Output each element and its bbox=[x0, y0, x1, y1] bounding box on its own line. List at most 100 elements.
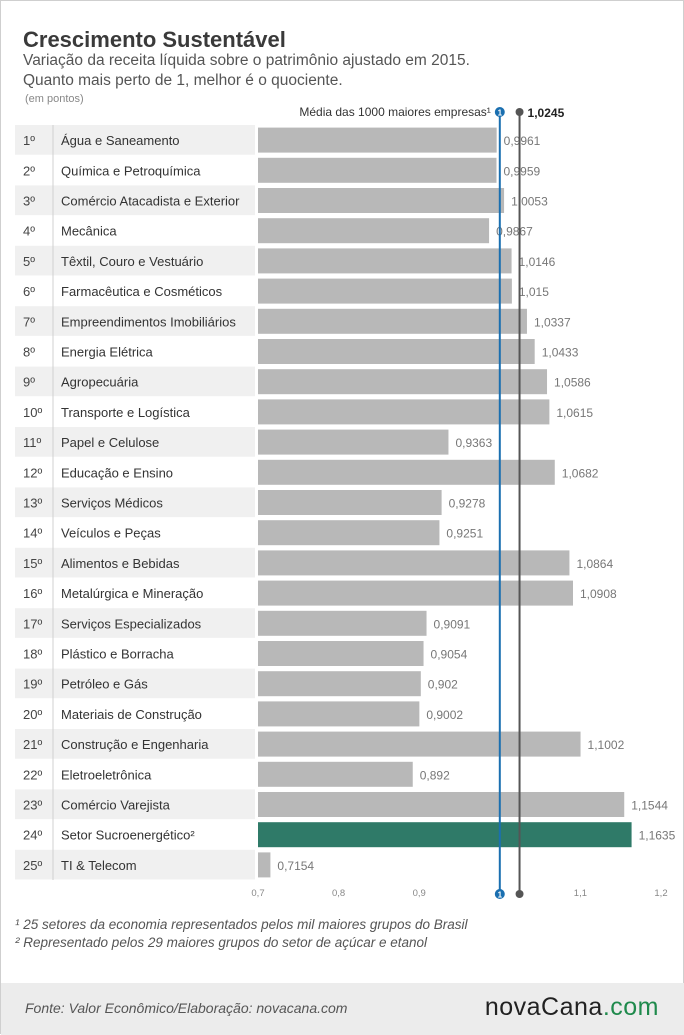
category-label: Educação e Ensino bbox=[61, 465, 173, 480]
row-stripe bbox=[15, 608, 255, 639]
value-label: 0,902 bbox=[428, 678, 458, 692]
x-tick-label: 0,7 bbox=[251, 888, 264, 899]
value-label: 1,0053 bbox=[511, 195, 548, 209]
category-label: Setor Sucroenergético² bbox=[61, 828, 195, 843]
category-label: Empreendimentos Imobiliários bbox=[61, 314, 236, 329]
rank-label: 13º bbox=[23, 496, 42, 511]
bar bbox=[258, 761, 413, 787]
rank-label: 22º bbox=[23, 767, 42, 782]
category-label: Comércio Varejista bbox=[61, 798, 171, 813]
category-label: Construção e Engenharia bbox=[61, 737, 209, 752]
bar bbox=[258, 610, 427, 636]
category-label: Serviços Especializados bbox=[61, 616, 202, 631]
bar bbox=[258, 248, 512, 274]
value-label: 0,9054 bbox=[431, 648, 468, 662]
value-label: 0,9278 bbox=[449, 497, 486, 511]
bar bbox=[258, 520, 440, 546]
x-tick-label: 1,2 bbox=[654, 888, 667, 899]
bar bbox=[258, 792, 625, 817]
bar bbox=[258, 731, 581, 757]
rank-label: 24º bbox=[23, 828, 42, 843]
value-label: 1,1544 bbox=[631, 799, 668, 813]
value-label: 1,0337 bbox=[534, 315, 571, 329]
category-label: Materiais de Construção bbox=[61, 707, 202, 722]
row-stripe bbox=[15, 849, 255, 880]
value-label: 1,0146 bbox=[519, 255, 556, 269]
row-stripe bbox=[15, 427, 255, 458]
reference-marker-top bbox=[515, 108, 524, 116]
value-label: 0,9251 bbox=[446, 527, 483, 541]
category-label: Farmacêutica e Cosméticos bbox=[61, 284, 223, 299]
bar bbox=[258, 459, 555, 485]
value-label: 1,015 bbox=[519, 285, 549, 299]
row-stripe bbox=[15, 306, 255, 337]
chart-title: Crescimento Sustentável bbox=[23, 27, 286, 52]
average-marker-bottom-label: 1 bbox=[498, 891, 503, 900]
value-label: 1,0615 bbox=[556, 406, 593, 420]
category-label: Têxtil, Couro e Vestuário bbox=[61, 254, 203, 269]
rank-label: 15º bbox=[23, 556, 42, 571]
rank-label: 3º bbox=[23, 194, 35, 209]
bar bbox=[258, 429, 449, 455]
bar bbox=[258, 218, 490, 244]
rank-label: 12º bbox=[23, 465, 42, 480]
row-stripe bbox=[15, 789, 255, 820]
row-stripe bbox=[15, 185, 255, 216]
bar bbox=[258, 369, 548, 395]
logo-text: novaCana bbox=[484, 993, 603, 1021]
average-marker-top bbox=[494, 107, 505, 117]
rank-label: 2º bbox=[23, 163, 35, 178]
footnote-2: ² Representado pelos 29 maiores grupos d… bbox=[15, 935, 428, 950]
category-label: Eletroeletrônica bbox=[61, 767, 152, 782]
average-marker-bottom bbox=[494, 889, 505, 899]
bar bbox=[258, 127, 497, 153]
value-label: 1,0908 bbox=[580, 587, 617, 601]
rank-label: 7º bbox=[23, 314, 35, 329]
bar bbox=[258, 157, 497, 183]
footnotes: ¹ 25 setores da economia representados p… bbox=[15, 916, 467, 952]
row-stripe bbox=[15, 729, 255, 760]
rank-label: 8º bbox=[23, 345, 35, 360]
rank-label: 25º bbox=[23, 858, 42, 873]
value-label: 1,0864 bbox=[576, 557, 613, 571]
category-label: Plástico e Borracha bbox=[61, 647, 174, 662]
value-label: 0,892 bbox=[420, 768, 450, 782]
rank-label: 16º bbox=[23, 586, 42, 601]
rank-label: 9º bbox=[23, 375, 35, 390]
row-stripe bbox=[15, 125, 255, 156]
category-label: Alimentos e Bebidas bbox=[61, 556, 180, 571]
x-tick-label: 0,9 bbox=[413, 888, 426, 899]
value-label: 0,9002 bbox=[426, 708, 463, 722]
rank-label: 21º bbox=[23, 737, 42, 752]
bar bbox=[258, 580, 573, 606]
rank-label: 18º bbox=[23, 647, 42, 662]
category-label: Veículos e Peças bbox=[61, 526, 161, 541]
category-label: Água e Saneamento bbox=[61, 133, 180, 148]
bar bbox=[258, 852, 271, 878]
category-label: Papel e Celulose bbox=[61, 435, 159, 450]
average-line-label: Média das 1000 maiores empresas¹ bbox=[299, 105, 490, 119]
rank-label: 11º bbox=[23, 435, 41, 450]
row-stripe bbox=[15, 245, 255, 276]
bar-chart: 1º Água e Saneamento 0,9961 2º Química e Pet… bbox=[15, 105, 676, 900]
bar bbox=[258, 490, 442, 515]
bar bbox=[258, 278, 512, 304]
chart-subtitle-line-2: Quanto mais perto de 1, melhor é o quoci… bbox=[23, 72, 343, 89]
value-label: 1,0682 bbox=[562, 466, 599, 480]
category-label: Metalúrgica e Mineração bbox=[61, 586, 203, 601]
category-label: Agropecuária bbox=[61, 375, 139, 390]
bar bbox=[258, 308, 527, 334]
bar bbox=[258, 701, 420, 727]
bar bbox=[258, 641, 424, 666]
value-label: 1,0433 bbox=[542, 346, 579, 360]
rank-label: 4º bbox=[23, 224, 35, 239]
bar bbox=[258, 671, 421, 697]
novacana-logo: novaCana.com bbox=[485, 993, 659, 1022]
rank-label: 19º bbox=[23, 677, 42, 692]
value-label: 1,0586 bbox=[554, 376, 591, 390]
reference-marker-bottom bbox=[515, 890, 524, 898]
category-label: Serviços Médicos bbox=[61, 496, 163, 511]
rank-label: 14º bbox=[23, 526, 42, 541]
value-label: 0,7154 bbox=[277, 859, 314, 873]
rank-label: 5º bbox=[23, 254, 35, 269]
